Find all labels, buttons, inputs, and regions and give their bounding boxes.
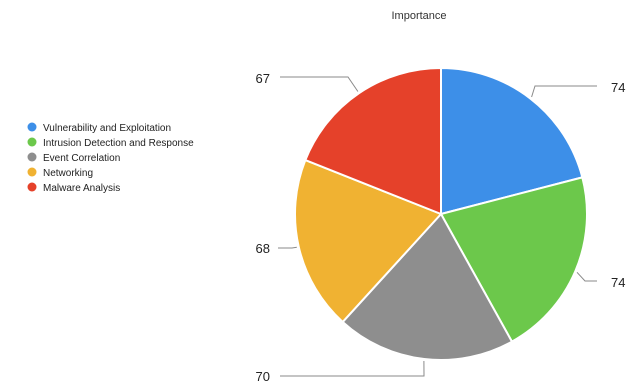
- legend-label: Malware Analysis: [43, 183, 120, 194]
- pie-slice-malware-analysis: [304, 66, 442, 216]
- legend-label: Vulnerability and Exploitation: [43, 123, 171, 134]
- pie-slices: [294, 66, 588, 361]
- leader-line: [278, 246, 297, 249]
- chart-title: Importance: [391, 10, 446, 22]
- pie-slice-vulnerability-and-exploitation: [440, 66, 584, 216]
- data-label: 67: [256, 71, 270, 86]
- legend-item: Vulnerability and Exploitation: [27, 122, 171, 134]
- legend-label: Networking: [43, 168, 93, 179]
- data-label: 70: [256, 369, 270, 384]
- data-label-leaders: [278, 76, 597, 377]
- legend-swatch: [27, 152, 37, 162]
- legend-item: Intrusion Detection and Response: [27, 137, 194, 149]
- legend-swatch: [27, 182, 37, 192]
- data-label: 68: [256, 241, 270, 256]
- legend-item: Networking: [27, 167, 93, 179]
- leader-line: [280, 76, 359, 92]
- leader-line: [280, 360, 425, 377]
- pie-slice-intrusion-detection-and-response: [439, 176, 588, 343]
- legend-swatch: [27, 122, 37, 132]
- data-label: 74: [611, 80, 625, 95]
- legend-item: Event Correlation: [27, 152, 120, 164]
- legend: Vulnerability and Exploitation Intrusion…: [27, 122, 194, 194]
- leader-line: [576, 271, 597, 282]
- legend-swatch: [27, 137, 37, 147]
- data-labels: 74 74 70 68 67: [256, 71, 626, 384]
- legend-swatch: [27, 167, 37, 177]
- pie-slice-event-correlation: [341, 212, 514, 361]
- data-label: 74: [611, 275, 625, 290]
- leader-line: [531, 85, 597, 98]
- legend-item: Malware Analysis: [27, 182, 120, 194]
- legend-label: Event Correlation: [43, 153, 120, 164]
- legend-label: Intrusion Detection and Response: [43, 138, 194, 149]
